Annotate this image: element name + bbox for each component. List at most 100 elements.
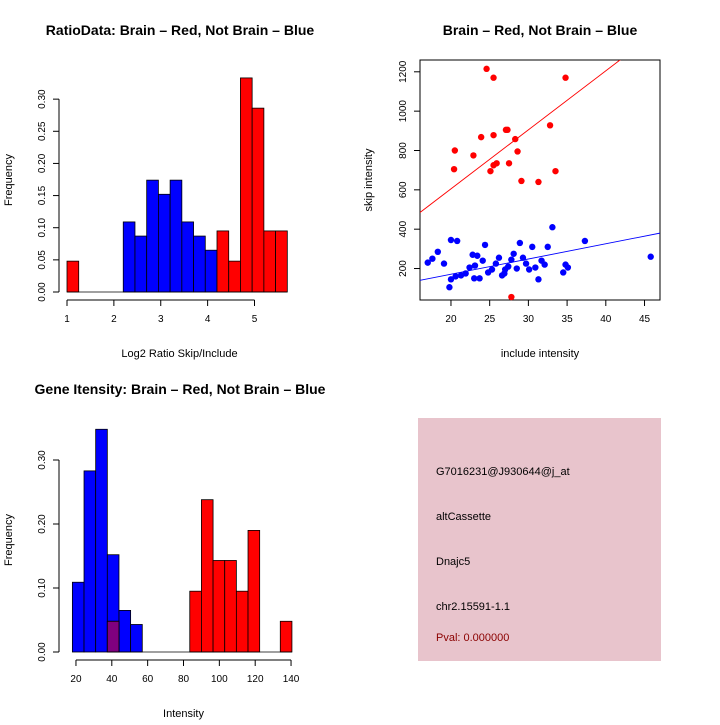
scatter-point-not-brain xyxy=(440,260,448,267)
scatter-xlabel: include intensity xyxy=(501,348,580,360)
ratio-x-tick-label: 2 xyxy=(111,314,117,325)
scatter-point-not-brain xyxy=(481,241,489,249)
scatter-point-not-brain xyxy=(541,261,548,268)
gene-bar-brain xyxy=(212,560,226,653)
gene-y-tick-label: 0.10 xyxy=(37,578,48,598)
scatter-point-not-brain xyxy=(516,239,524,247)
ratio-bar-not-brain xyxy=(169,179,183,293)
scatter-frame xyxy=(419,59,661,301)
gene-label: Dnajc5 xyxy=(436,556,471,568)
scatter-point-brain xyxy=(546,122,554,129)
ratio-bar-brain xyxy=(240,77,253,293)
scatter-y-tick-label: 400 xyxy=(398,220,409,237)
gene-x-tick-label: 60 xyxy=(142,674,154,685)
gene-bar-brain xyxy=(201,499,214,653)
ratio-bar-not-brain xyxy=(193,235,206,293)
pval-label: Pval: 0.000000 xyxy=(436,632,510,644)
scatter-point-not-brain xyxy=(549,224,556,231)
ratio-y-tick-label: 0.30 xyxy=(37,89,48,109)
scatter-x-tick-label: 20 xyxy=(445,314,457,325)
scatter-ylabel: skip intensity xyxy=(363,148,375,211)
scatter-point-not-brain xyxy=(471,262,479,269)
scatter-point-brain xyxy=(490,131,497,139)
scatter-y-tick-label: 1000 xyxy=(398,100,409,123)
ratio-bar-brain xyxy=(263,230,276,293)
gene-y-tick-label: 0.00 xyxy=(37,642,48,662)
scatter-point-brain xyxy=(512,135,519,143)
scatter-point-not-brain xyxy=(495,254,503,261)
gene-x-tick-label: 80 xyxy=(178,674,190,685)
scatter-x-tick-label: 45 xyxy=(639,314,651,325)
scatter-point-brain xyxy=(514,148,521,155)
scatter-point-not-brain xyxy=(470,275,478,282)
gene-x-tick-label: 20 xyxy=(70,674,82,685)
ratio-bar-not-brain xyxy=(204,249,218,293)
gene-bar-not-brain xyxy=(118,610,132,653)
scatter-point-not-brain xyxy=(429,255,436,262)
ratio-bar-not-brain xyxy=(146,179,159,293)
gene-bar-not-brain xyxy=(83,470,97,653)
gene-bar-not-brain xyxy=(71,581,85,653)
scatter-point-not-brain xyxy=(508,256,515,263)
scatter-point-brain xyxy=(502,126,510,134)
ratio-y-tick-label: 0.20 xyxy=(37,153,48,173)
scatter-point-not-brain xyxy=(581,237,589,245)
gene-bar-not-brain xyxy=(130,624,143,653)
scatter-y-tick-label: 1200 xyxy=(398,60,409,83)
scatter-point-not-brain xyxy=(466,264,473,271)
scatter-point-not-brain xyxy=(647,253,654,260)
gene-xlabel: Intensity xyxy=(163,708,204,720)
scatter-point-brain xyxy=(477,133,485,141)
scatter-point-not-brain xyxy=(476,275,483,282)
ratio-bar-brain xyxy=(228,260,241,293)
scatter-point-not-brain xyxy=(452,273,459,280)
ratio-y-tick-label: 0.25 xyxy=(37,121,48,141)
ratio-bar-brain xyxy=(216,230,230,293)
gene-title: Gene Itensity: Brain – Red, Not Brain – … xyxy=(35,381,326,397)
scatter-point-not-brain xyxy=(488,266,496,273)
scatter-point-not-brain xyxy=(447,236,455,244)
ratio-bar-brain xyxy=(66,260,80,293)
gene-y-tick-label: 0.30 xyxy=(37,450,48,470)
scatter-point-not-brain xyxy=(505,263,512,270)
info-panel: G7016231@J930644@j_at altCassette Dnajc5… xyxy=(418,418,661,661)
ratio-y-tick-label: 0.05 xyxy=(37,250,48,270)
scatter-point-not-brain xyxy=(560,269,567,276)
scatter-point-not-brain xyxy=(446,284,453,291)
scatter-point-brain xyxy=(487,167,494,175)
scatter-point-brain xyxy=(505,160,513,167)
scatter-point-not-brain xyxy=(474,252,481,259)
gene-x-tick-label: 140 xyxy=(283,674,300,685)
scatter-fit-line-brain-fit xyxy=(420,60,621,213)
gene-x-tick-label: 100 xyxy=(211,674,228,685)
ratio-x-tick-label: 1 xyxy=(64,314,70,325)
scatter-y-tick-label: 200 xyxy=(398,260,409,277)
ratio-bar-brain xyxy=(275,230,288,293)
scatter-y-tick-label: 800 xyxy=(398,142,409,159)
ratio-x-tick-label: 4 xyxy=(205,314,211,325)
ratio-bar-not-brain xyxy=(158,193,171,293)
scatter-point-brain xyxy=(552,167,559,175)
ratio-ylabel: Frequency xyxy=(3,154,15,206)
location-label: chr2.15591-1.1 xyxy=(436,601,510,613)
event-type-label: altCassette xyxy=(436,511,492,523)
scatter-point-brain xyxy=(535,178,542,186)
ratio-bar-brain xyxy=(251,107,265,293)
scatter-point-not-brain xyxy=(453,237,461,245)
ratio-bar-not-brain xyxy=(181,221,194,293)
ratio-xlabel: Log2 Ratio Skip/Include xyxy=(121,348,237,360)
ratio-bar-not-brain xyxy=(134,235,148,293)
scatter-point-not-brain xyxy=(529,243,536,251)
scatter-y-tick-label: 600 xyxy=(398,181,409,198)
scatter-title: Brain – Red, Not Brain – Blue xyxy=(443,22,638,38)
scatter-point-brain xyxy=(451,147,459,154)
probe-id-label: G7016231@J930644@j_at xyxy=(436,466,570,478)
scatter-point-not-brain xyxy=(447,276,455,283)
gene-y-tick-label: 0.20 xyxy=(37,514,48,534)
scatter-point-not-brain xyxy=(501,270,508,277)
gene-x-tick-label: 120 xyxy=(247,674,264,685)
gene-bar-brain xyxy=(224,560,237,653)
scatter-x-tick-label: 35 xyxy=(562,314,574,325)
